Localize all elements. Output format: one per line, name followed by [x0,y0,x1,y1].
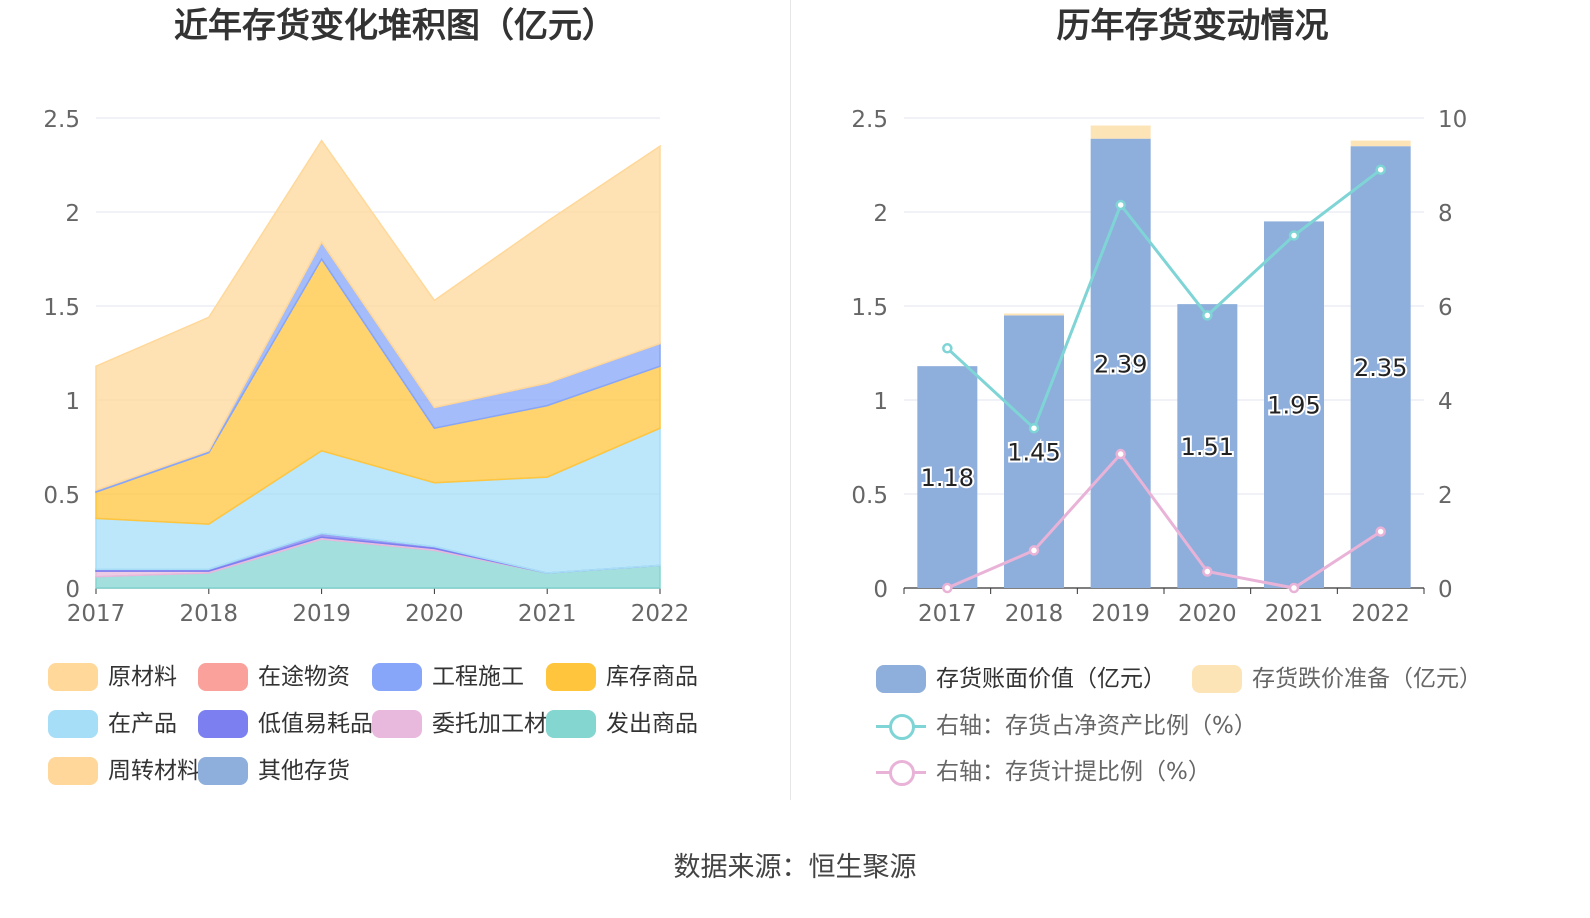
legend-swatch [546,710,596,738]
legend-swatch [48,710,98,738]
right-x-tick-label: 2018 [1005,601,1064,627]
right-chart-title: 历年存货变动情况 [1056,6,1329,46]
bar-value-label: 2.39 [1094,350,1147,378]
net-asset-ratio-point [1115,199,1126,211]
left-x-tick-label: 2019 [292,601,351,627]
net-asset-ratio-point [1288,230,1300,241]
net-asset-ratio-point [1028,422,1040,434]
data-source-note: 数据来源：恒生聚源 [673,852,917,883]
right-y2-tick-label: 8 [1438,201,1453,227]
legend-label: 原材料 [108,664,177,690]
left-x-tick-label: 2018 [180,601,239,627]
right-y-tick-label: 2 [873,201,888,227]
left-y-tick-label: 1.5 [43,295,80,321]
left-x-tick-label: 2017 [67,601,126,627]
provision-ratio-point [1115,448,1126,460]
provision-bar [1090,125,1151,139]
legend-label: 存货跌价准备（亿元） [1252,666,1482,692]
left-y-tick-label: 1 [65,389,80,415]
legend-label: 周转材料 [108,758,200,784]
right-x-tick-label: 2020 [1178,601,1237,627]
right-x-tick-label: 2021 [1265,601,1324,627]
legend-swatch [1192,665,1242,693]
provision-ratio-point [1375,526,1386,537]
legend-label: 其他存货 [258,758,350,784]
book-value-bar [1177,304,1238,588]
right-y2-tick-label: 4 [1438,389,1453,415]
right-y-tick-label: 0.5 [851,483,888,509]
net-asset-ratio-point [1375,164,1386,175]
legend-label: 库存商品 [606,664,698,690]
inventory-bar-line-chart: 0 0.5 1 1.5 2 2.5 0 2 4 6 8 10 2017 2018 2019 2020 2021 2… [851,107,1467,627]
book-value-bar [1350,146,1411,588]
bar-value-label: 1.18 [921,464,974,492]
legend-swatch [198,663,248,691]
legend-label: 存货账面价值（亿元） [936,666,1166,692]
right-x-tick-label: 2019 [1091,601,1150,627]
net-asset-ratio-line [946,168,1382,431]
left-y-tick-label: 0 [65,577,80,603]
provision-ratio-point [1202,566,1213,577]
legend-swatch [48,663,98,691]
right-y2-tick-label: 6 [1438,295,1453,321]
left-x-tick-label: 2022 [631,601,690,627]
book-value-bar [1004,315,1064,588]
legend-label: 在途物资 [258,664,350,690]
legend-swatch [48,757,98,785]
legend-label: 右轴：存货占净资产比例（%） [936,713,1257,739]
left-y-tick-label: 0.5 [43,483,80,509]
left-x-tick-label: 2021 [518,601,577,627]
bar-value-label: 1.95 [1267,392,1320,420]
left-chart-title: 近年存货变化堆积图（亿元） [174,6,616,46]
legend-label: 右轴：存货计提比例（%） [936,759,1211,785]
legend-swatch [198,710,248,738]
provision-ratio-point [1288,582,1300,594]
legend-circle-marker [889,760,915,786]
legend-label: 发出商品 [606,711,698,737]
right-y2-tick-label: 0 [1438,577,1453,603]
right-y-tick-label: 2.5 [851,107,888,133]
provision-ratio-line [946,451,1382,590]
stacked-area-chart: 0 0.5 1 1.5 2 2.5 2017 2018 2019 2020 2021 2022 [43,107,689,627]
net-asset-ratio-point [942,343,953,354]
left-y-tick-label: 2 [65,201,80,227]
right-y-tick-label: 0 [873,577,888,603]
bar-value-label: 2.35 [1354,354,1407,382]
right-y2-tick-label: 2 [1438,483,1453,509]
legend-swatch [546,663,596,691]
book-value-bar [1090,138,1151,588]
right-y-tick-label: 1.5 [851,295,888,321]
provision-ratio-point [942,582,953,594]
legend-swatch [372,710,422,738]
area-series-raw [95,139,661,492]
right-y2-tick-label: 10 [1438,107,1467,133]
legend-label: 低值易耗品 [258,711,373,737]
legend-label: 在产品 [108,711,177,737]
right-x-tick-label: 2017 [918,601,977,627]
book-value-bar [917,366,978,588]
provision-ratio-point [1028,545,1040,556]
book-value-bar [1264,221,1324,588]
left-x-tick-label: 2020 [405,601,464,627]
legend-swatch [372,663,422,691]
right-x-tick-label: 2022 [1351,601,1410,627]
net-asset-ratio-point [1202,310,1213,321]
provision-bar [1004,313,1064,316]
bar-value-label: 1.51 [1181,433,1234,461]
bar-value-label: 1.45 [1007,439,1060,467]
right-y-tick-label: 1 [873,389,888,415]
left-y-tick-label: 2.5 [43,107,80,133]
legend-swatch [876,665,926,693]
legend-label: 工程施工 [432,664,524,690]
legend-swatch [198,757,248,785]
provision-bar [1350,140,1411,147]
legend-circle-marker [889,714,915,740]
panel-divider [790,0,791,800]
